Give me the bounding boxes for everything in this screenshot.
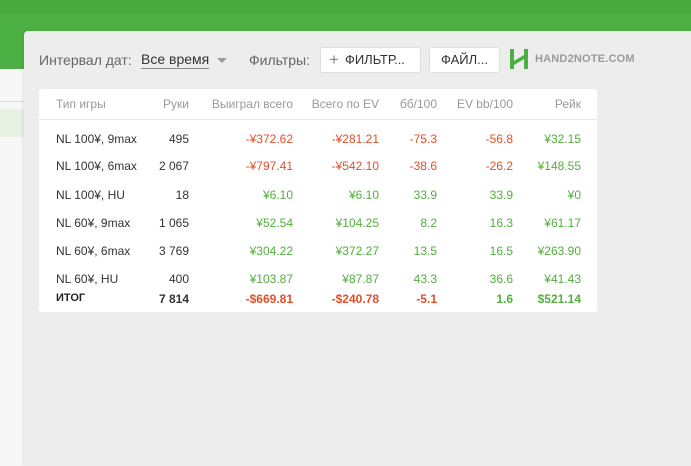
cell-ev-total: -$240.78 xyxy=(331,292,379,306)
cell-ev-total: ¥6.10 xyxy=(348,188,379,202)
col-header-ev-bb100[interactable]: EV bb/100 xyxy=(456,97,513,111)
table-row[interactable]: NL 100¥, 9max 495 -¥372.62 -¥281.21 -75.3 -56… xyxy=(39,125,597,153)
cell-game: NL 100¥, 6max xyxy=(56,159,137,173)
table-row[interactable]: NL 60¥, 9max 1 065 ¥52.54 ¥104.25 8.2 16.3 ¥61… xyxy=(39,209,597,237)
cell-rake: ¥0 xyxy=(567,188,581,202)
panel-selected-row xyxy=(0,109,24,137)
cell-ev-total: ¥104.25 xyxy=(335,216,379,230)
statistics-dialog: Интервал дат: Все время Фильтры: + ФИЛЬТР… xyxy=(24,31,691,466)
cell-rake: ¥148.55 xyxy=(537,159,581,173)
cell-bb100: 33.9 xyxy=(413,188,437,202)
hand2note-h-icon xyxy=(510,49,528,69)
cell-rake: ¥263.90 xyxy=(537,244,581,258)
col-header-rake[interactable]: Рейк xyxy=(554,97,581,111)
add-filter-button[interactable]: + ФИЛЬТР... xyxy=(320,47,421,73)
cell-hands: 18 xyxy=(175,188,189,202)
table-row[interactable]: NL 100¥, 6max 2 067 -¥797.41 -¥542.10 -38.6 -… xyxy=(39,153,597,181)
add-filter-label: ФИЛЬТР... xyxy=(344,52,405,67)
col-header-ev-total[interactable]: Всего по EV xyxy=(311,97,379,111)
cell-won: ¥52.54 xyxy=(256,216,293,230)
col-header-bb100[interactable]: бб/100 xyxy=(399,97,437,111)
cell-bb100: 43.3 xyxy=(413,272,437,286)
cell-ev-total: ¥372.27 xyxy=(335,244,379,258)
cell-ev-total: ¥87.87 xyxy=(342,272,379,286)
app-top-bar xyxy=(0,0,691,14)
background-left-panel xyxy=(0,69,24,466)
cell-won: -¥797.41 xyxy=(245,159,293,173)
file-button-label: ФАЙЛ... xyxy=(441,52,488,67)
cell-ev-bb100: -26.2 xyxy=(485,159,513,173)
cell-won: ¥6.10 xyxy=(262,188,293,202)
cell-ev-bb100: 36.6 xyxy=(489,272,513,286)
cell-game: NL 60¥, HU xyxy=(56,272,119,286)
cell-rake: ¥32.15 xyxy=(544,132,581,146)
cell-ev-bb100: 16.3 xyxy=(489,216,513,230)
cell-ev-total: -¥281.21 xyxy=(331,132,379,146)
date-range-value: Все время xyxy=(141,51,210,69)
cell-won: ¥103.87 xyxy=(249,272,293,286)
cell-rake: ¥61.17 xyxy=(544,216,581,230)
cell-hands: 3 769 xyxy=(158,244,189,258)
cell-ev-bb100: -56.8 xyxy=(485,132,513,146)
cell-hands: 1 065 xyxy=(158,216,189,230)
filters-label: Фильтры: xyxy=(249,52,310,68)
plus-icon: + xyxy=(329,50,339,69)
col-header-won[interactable]: Выиграл всего xyxy=(211,97,293,111)
cell-ev-bb100: 16.5 xyxy=(489,244,513,258)
cell-rake: ¥41.43 xyxy=(544,272,581,286)
logo-text: HAND2NOTE.COM xyxy=(535,53,635,65)
cell-hands: 2 067 xyxy=(158,159,189,173)
col-header-hands[interactable]: Руки xyxy=(163,97,189,111)
table-header: Тип игры Руки Выиграл всего Всего по EV … xyxy=(39,89,597,120)
cell-bb100: 13.5 xyxy=(413,244,437,258)
cell-hands: 7 814 xyxy=(158,292,189,306)
cell-game: ИТОГ xyxy=(56,292,86,304)
table-row[interactable]: NL 60¥, 6max 3 769 ¥304.22 ¥372.27 13.5 16.5 ¥… xyxy=(39,237,597,265)
cell-hands: 400 xyxy=(168,272,189,286)
cell-hands: 495 xyxy=(168,132,189,146)
date-range-dropdown[interactable]: Все время xyxy=(141,51,228,69)
file-button[interactable]: ФАЙЛ... xyxy=(429,47,500,73)
cell-game: NL 60¥, 9max xyxy=(56,216,131,230)
cell-ev-bb100: 33.9 xyxy=(489,188,513,202)
table-total-row: ИТОГ 7 814 -$669.81 -$240.78 -5.1 1.6 $521.14 xyxy=(39,289,597,317)
table-row[interactable]: NL 100¥, HU 18 ¥6.10 ¥6.10 33.9 33.9 ¥0 xyxy=(39,181,597,209)
cell-ev-total: -¥542.10 xyxy=(331,159,379,173)
hand2note-logo[interactable]: HAND2NOTE.COM xyxy=(508,48,635,72)
cell-game: NL 100¥, 9max xyxy=(56,132,137,146)
cell-bb100: -38.6 xyxy=(409,159,437,173)
table-row[interactable]: NL 60¥, HU 400 ¥103.87 ¥87.87 43.3 36.6 ¥41.43 xyxy=(39,265,597,293)
chevron-down-icon xyxy=(217,57,228,63)
date-range-label: Интервал дат: xyxy=(39,52,132,68)
cell-bb100: 8.2 xyxy=(420,216,437,230)
cell-ev-bb100: 1.6 xyxy=(496,292,513,306)
col-header-game[interactable]: Тип игры xyxy=(56,97,106,111)
cell-game: NL 60¥, 6max xyxy=(56,244,131,258)
cell-won: ¥304.22 xyxy=(249,244,293,258)
panel-divider xyxy=(0,101,24,102)
filter-toolbar: Интервал дат: Все время Фильтры: + ФИЛЬТР… xyxy=(24,47,691,73)
cell-game: NL 100¥, HU xyxy=(56,188,125,202)
cell-rake: $521.14 xyxy=(537,292,581,306)
cell-won: -$669.81 xyxy=(245,292,293,306)
stats-table: Тип игры Руки Выиграл всего Всего по EV … xyxy=(39,89,597,312)
cell-bb100: -75.3 xyxy=(409,132,437,146)
cell-won: -¥372.62 xyxy=(245,132,293,146)
cell-bb100: -5.1 xyxy=(416,292,437,306)
